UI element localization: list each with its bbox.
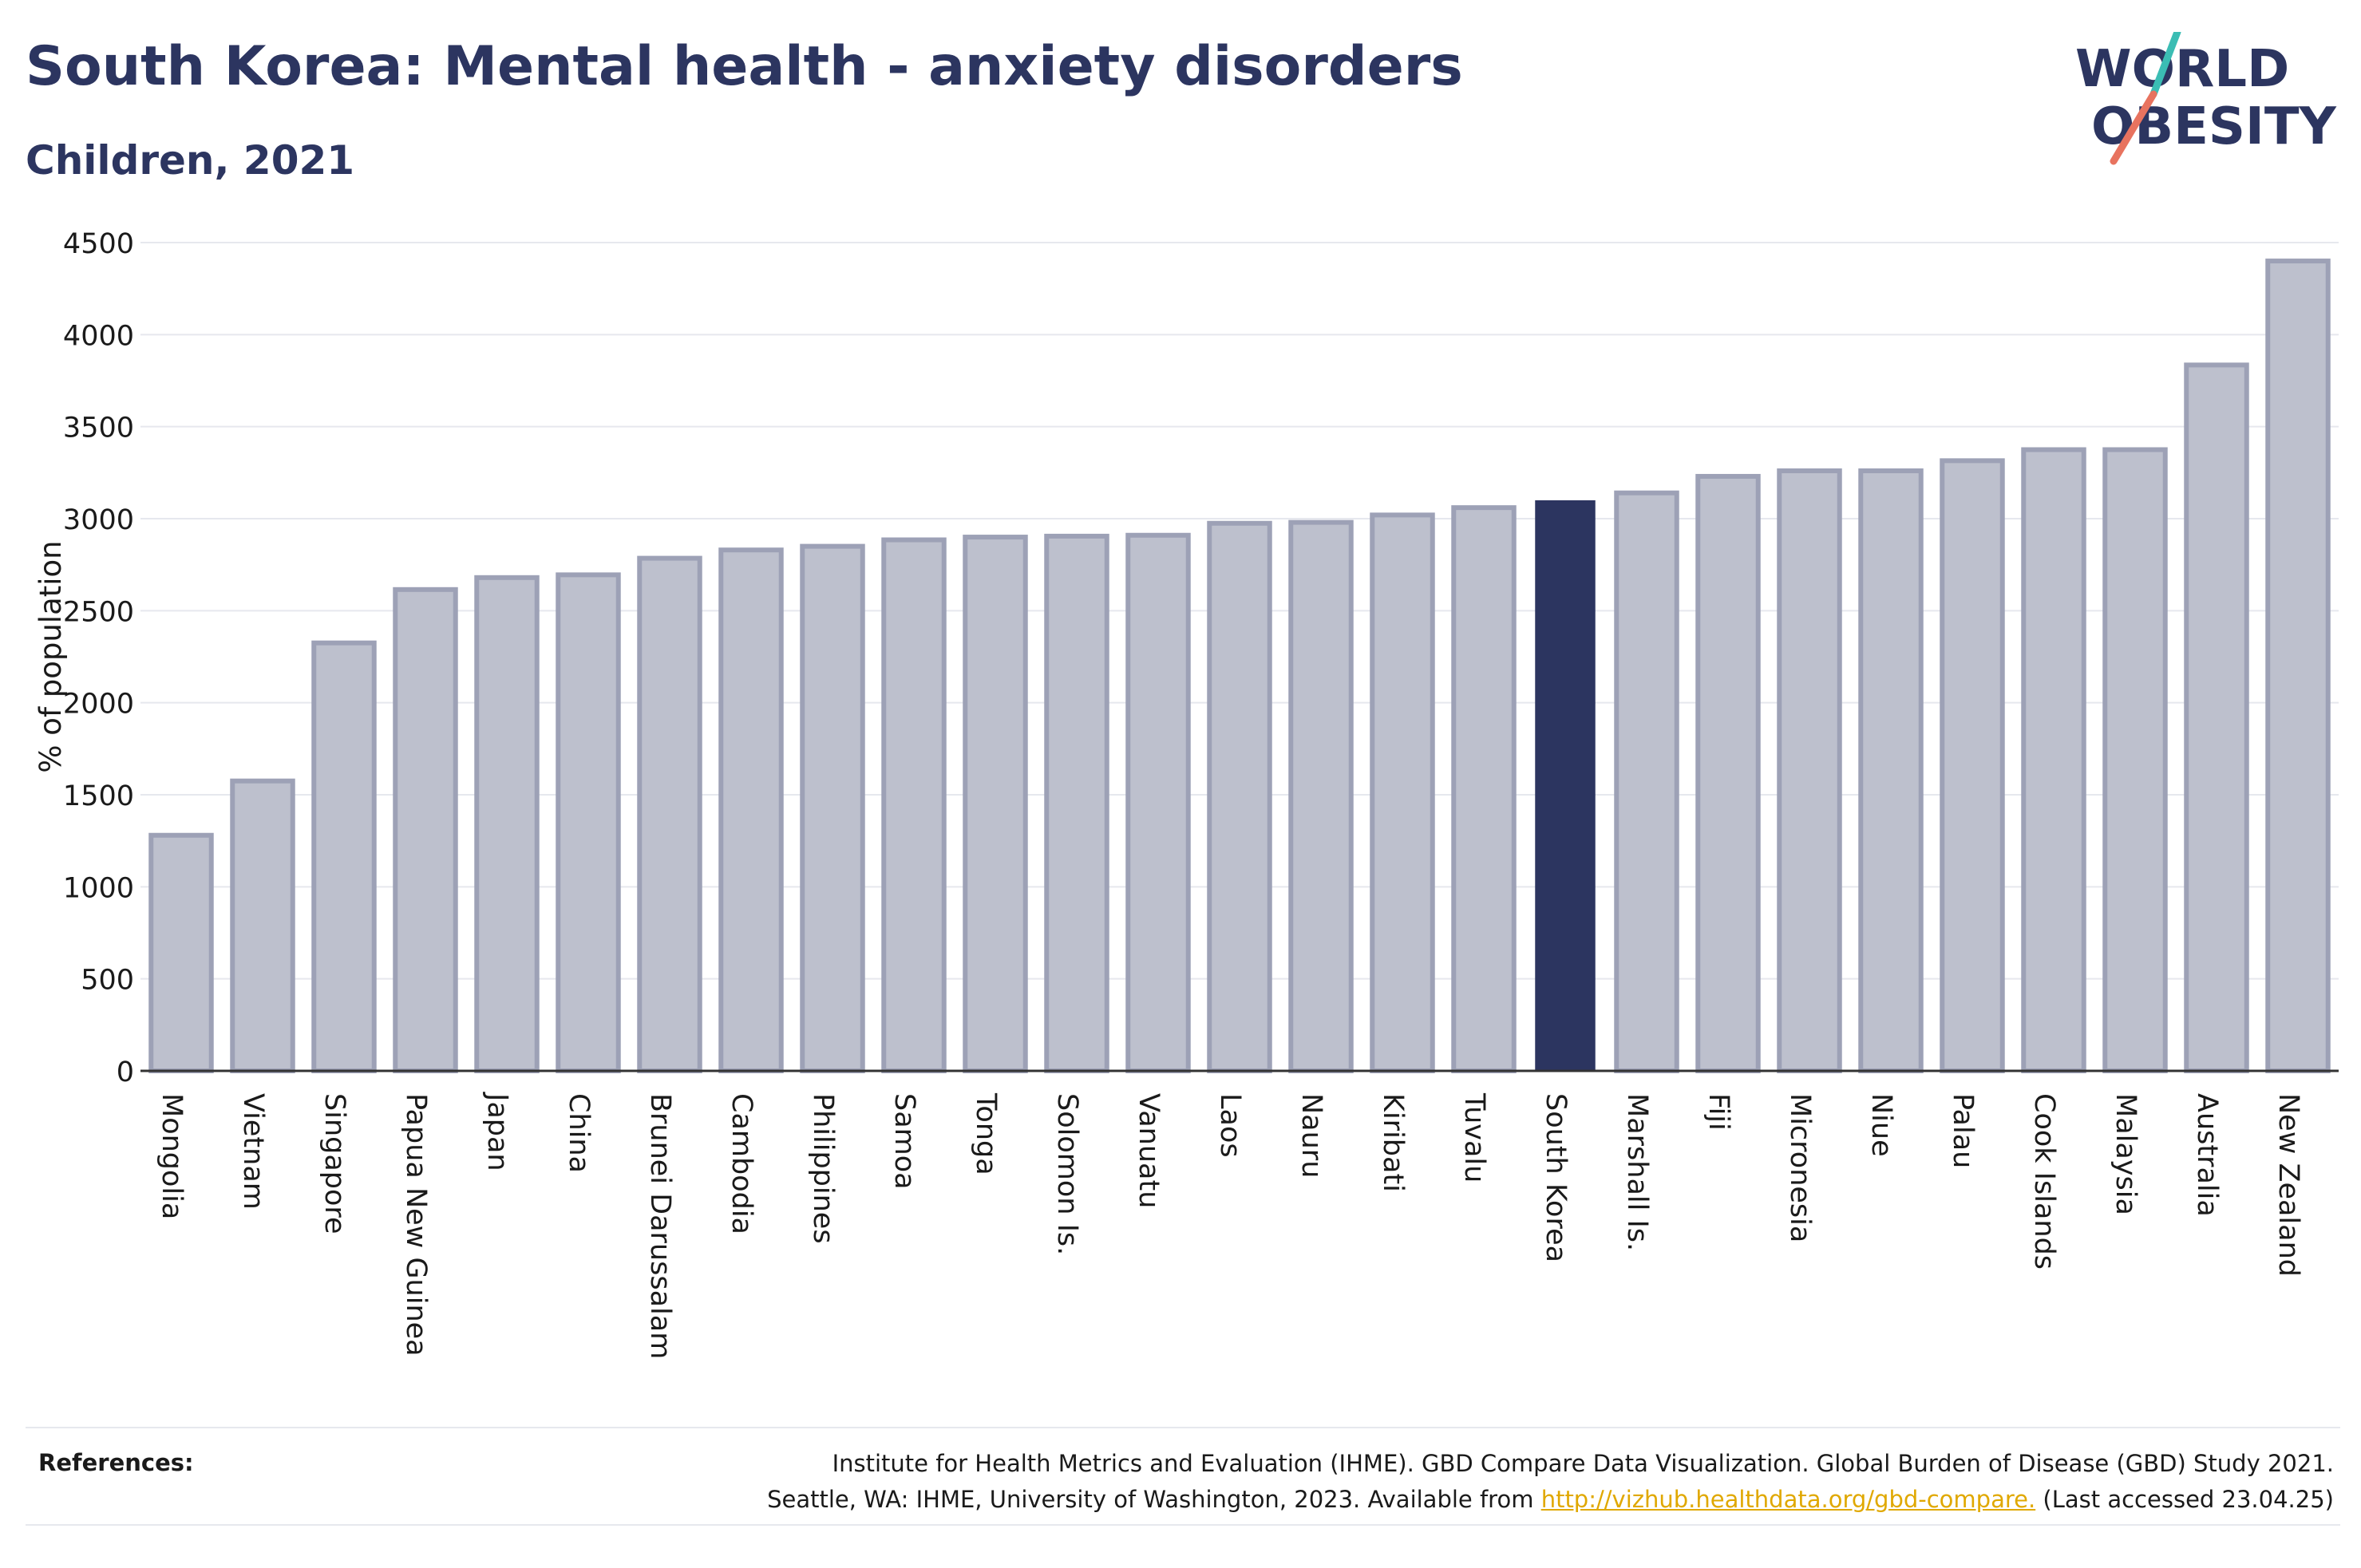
x-tick-label: Singapore — [318, 1093, 350, 1234]
x-tick-label: Cambodia — [726, 1093, 757, 1234]
bar-singapore — [311, 640, 377, 1073]
bar-solomon-is — [1044, 533, 1109, 1073]
y-tick-labels: 0 500 1000 1500 2000 2500 3000 3500 4000 4500 — [63, 228, 134, 1088]
x-tick-label: Japan — [481, 1092, 513, 1171]
y-tick-label: 1500 — [63, 780, 134, 812]
x-tick-label: Laos — [1214, 1093, 1246, 1158]
footer-bottom-divider — [26, 1524, 2340, 1526]
x-tick-label: Niue — [1865, 1093, 1897, 1157]
x-tick-label: Palau — [1947, 1093, 1979, 1168]
bar-niue — [1858, 468, 1924, 1073]
bar-samoa — [881, 537, 947, 1073]
x-tick-label: Mongolia — [156, 1093, 188, 1219]
x-tick-label: Papua New Guinea — [400, 1093, 432, 1357]
x-tick-label: Kiribati — [1377, 1093, 1409, 1192]
bar-mongolia — [148, 832, 214, 1074]
reference-link[interactable]: http://vizhub.healthdata.org/gbd-compare… — [1540, 1486, 2036, 1513]
x-tick-label: Brunei Darussalam — [644, 1093, 676, 1359]
bar-fiji — [1695, 473, 1761, 1073]
bar-australia — [2184, 362, 2249, 1074]
x-tick-label: Tonga — [970, 1092, 1002, 1175]
bar-laos — [1207, 520, 1272, 1073]
world-obesity-logo: WORLD OBESITY — [2075, 32, 2336, 165]
bar-china — [556, 572, 621, 1073]
x-tick-label: South Korea — [1540, 1093, 1572, 1262]
bar-kiribati — [1370, 512, 1435, 1073]
reference-line-2: Seattle, WA: IHME, University of Washing… — [418, 1482, 2334, 1518]
y-tick-label: 4500 — [63, 228, 134, 260]
chart-subtitle: Children, 2021 — [26, 137, 355, 184]
x-tick-label: Nauru — [1295, 1093, 1327, 1178]
reference-line-2-suffix: (Last accessed 23.04.25) — [2035, 1486, 2334, 1513]
y-axis-label: % of population — [34, 540, 68, 772]
bar-palau — [1940, 458, 2005, 1073]
x-tick-label: Australia — [2191, 1093, 2223, 1217]
reference-line-2-prefix: Seattle, WA: IHME, University of Washing… — [767, 1486, 1541, 1513]
bar-japan — [474, 575, 540, 1073]
x-tick-label: Vietnam — [237, 1093, 269, 1210]
bar-micronesia — [1777, 468, 1842, 1073]
x-tick-label: Tuvalu — [1458, 1092, 1490, 1183]
bar-nauru — [1288, 519, 1354, 1073]
x-tick-label: Malaysia — [2110, 1093, 2142, 1215]
x-tick-label: New Zealand — [2272, 1093, 2304, 1277]
y-tick-label: 0 — [117, 1057, 134, 1088]
bar-marshall-is — [1614, 490, 1679, 1073]
x-tick-label: Philippines — [807, 1093, 839, 1244]
references-label: References: — [38, 1449, 194, 1476]
bar-tuvalu — [1451, 505, 1517, 1073]
logo-slash-teal — [2149, 32, 2181, 98]
x-tick-label: Cook Islands — [2028, 1093, 2060, 1270]
x-tick-label: Solomon Is. — [1051, 1093, 1083, 1255]
y-tick-label: 2500 — [63, 596, 134, 628]
x-tick-label: Fiji — [1703, 1093, 1734, 1131]
x-tick-label: China — [563, 1093, 595, 1173]
bar-new-zealand — [2265, 259, 2331, 1074]
chart-title: South Korea: Mental health - anxiety dis… — [26, 35, 1463, 98]
x-tick-labels: Mongolia Vietnam Singapore Papua New Guinea… — [156, 1092, 2304, 1359]
x-tick-label: Samoa — [888, 1093, 920, 1190]
footer-top-divider — [26, 1427, 2340, 1428]
y-tick-label: 4000 — [63, 320, 134, 352]
y-tick-label: 2000 — [63, 689, 134, 721]
references-text: Institute for Health Metrics and Evaluat… — [418, 1446, 2334, 1518]
x-tick-label: Marshall Is. — [1621, 1093, 1653, 1251]
logo-slash-coral — [2110, 90, 2157, 165]
bar-cook-islands — [2021, 447, 2086, 1073]
bar-vietnam — [230, 778, 295, 1073]
bar-malaysia — [2102, 447, 2168, 1073]
bar-tonga — [963, 535, 1028, 1073]
reference-line-1: Institute for Health Metrics and Evaluat… — [832, 1450, 2334, 1477]
bars — [148, 259, 2331, 1074]
bar-cambodia — [718, 547, 784, 1073]
x-tick-label: Vanuatu — [1133, 1093, 1165, 1208]
y-tick-label: 3000 — [63, 504, 134, 536]
y-tick-label: 1000 — [63, 872, 134, 904]
y-tick-label: 500 — [81, 965, 134, 997]
bar-brunei-darussalam — [637, 555, 702, 1073]
x-tick-label: Micronesia — [1784, 1093, 1816, 1242]
bar-vanuatu — [1125, 532, 1191, 1073]
y-tick-label: 3500 — [63, 413, 134, 444]
bar-south-korea — [1535, 500, 1596, 1071]
logo-word-world: WORLD — [2075, 40, 2289, 99]
bar-papua-new-guinea — [393, 587, 458, 1073]
bar-philippines — [800, 543, 865, 1073]
